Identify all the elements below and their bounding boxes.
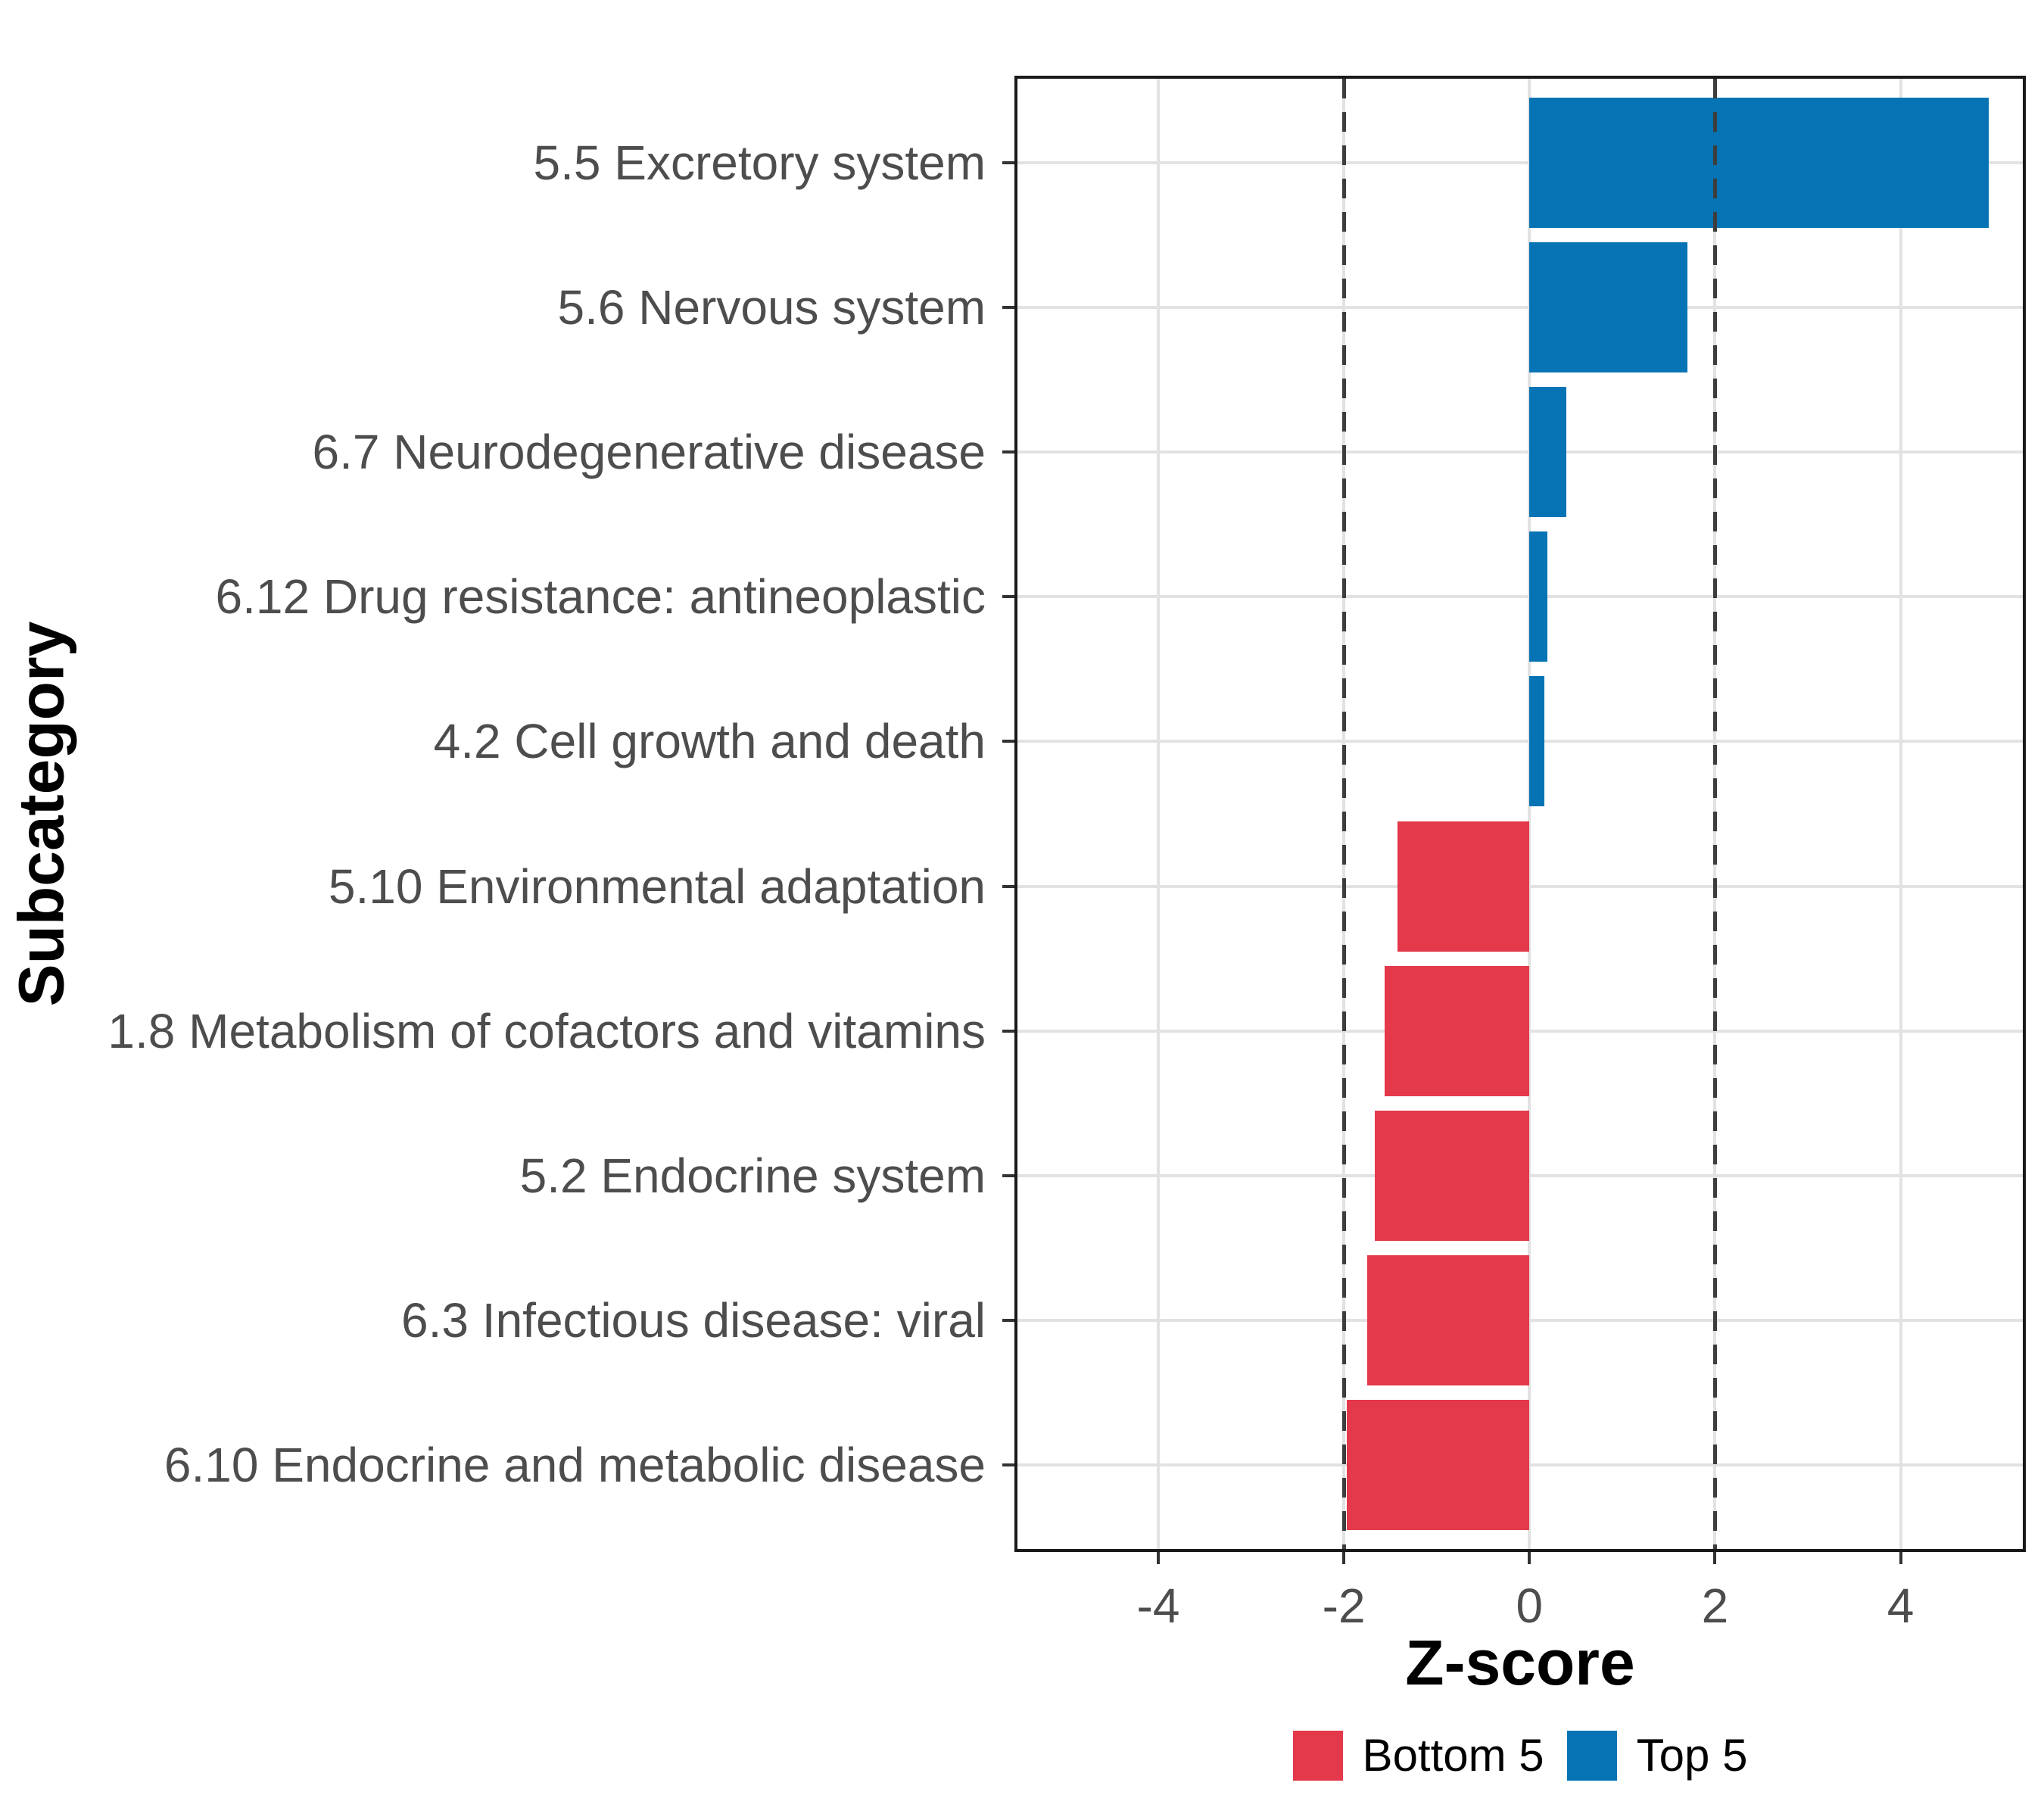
x-tick-mark xyxy=(1156,1552,1160,1564)
gridline-vertical xyxy=(1156,79,1160,1549)
bar xyxy=(1529,242,1687,372)
category-label: 4.2 Cell growth and death xyxy=(433,714,986,769)
x-tick-mark xyxy=(1899,1552,1902,1564)
y-tick-mark xyxy=(1002,1319,1014,1323)
legend-swatch-bottom5-icon xyxy=(1292,1730,1343,1781)
x-tick-mark xyxy=(1528,1552,1531,1564)
category-label: 5.2 Endocrine system xyxy=(519,1148,986,1203)
x-tick-label: 0 xyxy=(1516,1579,1544,1633)
category-label: 6.10 Endocrine and metabolic disease xyxy=(164,1438,986,1493)
x-tick-label: 4 xyxy=(1887,1579,1915,1633)
x-tick-label: -4 xyxy=(1136,1579,1180,1633)
bar xyxy=(1529,531,1547,662)
bar xyxy=(1374,1110,1530,1241)
legend-item-top5: Top 5 xyxy=(1566,1729,1748,1781)
bar xyxy=(1529,676,1544,807)
legend-label-bottom5: Bottom 5 xyxy=(1362,1730,1544,1781)
category-label: 5.6 Nervous system xyxy=(557,279,986,335)
gridline-horizontal xyxy=(1017,305,2023,309)
bar xyxy=(1529,97,1989,228)
y-axis-title: Subcategory xyxy=(5,621,77,1007)
gridline-horizontal xyxy=(1017,595,2023,599)
y-tick-mark xyxy=(1002,1173,1014,1177)
y-tick-mark xyxy=(1002,740,1014,743)
category-label: 6.12 Drug resistance: antineoplastic xyxy=(215,569,986,625)
gridline-horizontal xyxy=(1017,740,2023,743)
y-tick-mark xyxy=(1002,305,1014,309)
x-tick-label: 2 xyxy=(1701,1579,1729,1633)
bar xyxy=(1346,1400,1530,1531)
gridline-vertical xyxy=(1528,79,1531,1549)
category-label: 6.3 Infectious disease: viral xyxy=(401,1293,986,1348)
bar xyxy=(1397,821,1530,952)
y-tick-mark xyxy=(1002,595,1014,599)
reference-line xyxy=(1342,79,1347,1549)
category-label: 5.10 Environmental adaptation xyxy=(328,859,986,914)
legend-item-bottom5: Bottom 5 xyxy=(1292,1729,1544,1781)
category-label: 1.8 Metabolism of cofactors and vitamins xyxy=(107,1003,986,1058)
y-tick-mark xyxy=(1002,884,1014,888)
bar xyxy=(1529,387,1567,518)
y-tick-mark xyxy=(1002,1463,1014,1467)
gridline-horizontal xyxy=(1017,161,2023,164)
legend-label-top5: Top 5 xyxy=(1636,1730,1748,1781)
y-tick-mark xyxy=(1002,450,1014,454)
plot-panel xyxy=(1014,76,2026,1552)
x-tick-mark xyxy=(1713,1552,1717,1564)
category-label: 6.7 Neurodegenerative disease xyxy=(312,425,986,480)
x-tick-mark xyxy=(1342,1552,1346,1564)
y-tick-mark xyxy=(1002,1029,1014,1033)
reference-line xyxy=(1713,79,1718,1549)
legend-swatch-top5-icon xyxy=(1566,1730,1617,1781)
gridline-horizontal xyxy=(1017,450,2023,454)
x-tick-label: -2 xyxy=(1322,1579,1366,1633)
x-axis-title: Z-score xyxy=(1405,1627,1635,1698)
gridline-vertical xyxy=(1899,79,1902,1549)
legend: Bottom 5 Top 5 xyxy=(1014,1729,2026,1781)
y-tick-mark xyxy=(1002,161,1014,164)
category-label: 5.5 Excretory system xyxy=(533,135,986,190)
bar xyxy=(1385,965,1530,1096)
bar xyxy=(1366,1255,1530,1386)
